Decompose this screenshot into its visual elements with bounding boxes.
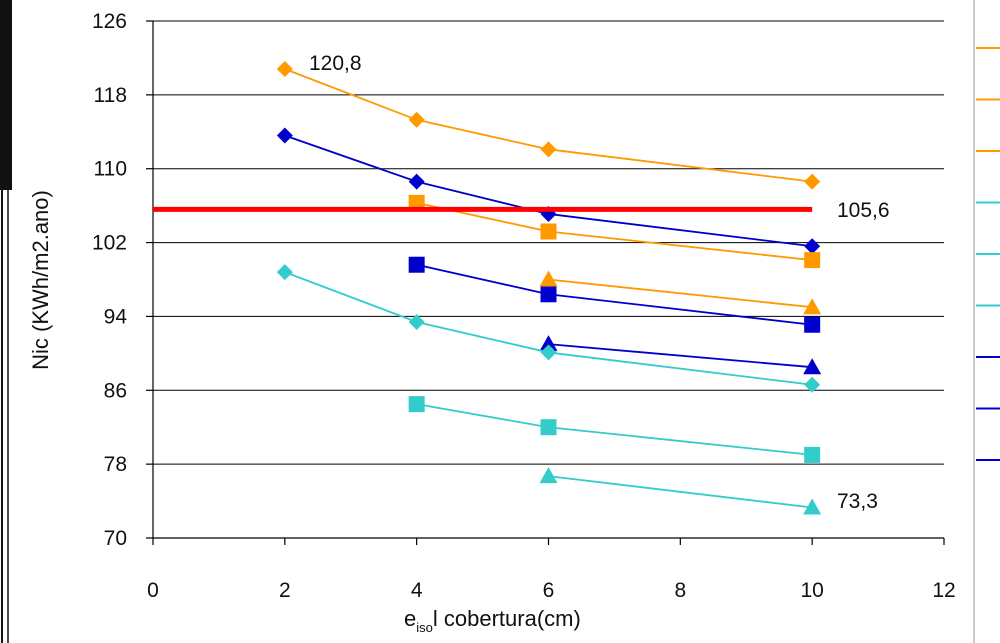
series-4-line [548,278,813,309]
x-tick-label: 4 [411,579,423,602]
series-6-point [276,264,293,281]
series-3-line [416,263,813,326]
series-0-point [804,173,821,190]
series-2-point [540,223,557,240]
gridlines [153,20,944,465]
annotation-105-6: 105,6 [837,199,890,222]
y-tick-label: 118 [94,84,127,107]
series-3-point [540,286,557,303]
series-6-point [408,313,425,330]
x-axis-label-subscript: iso [416,620,433,635]
x-axis-label-rest: l cobertura(cm) [433,606,581,631]
series-6-point [804,376,821,393]
series-0-point [408,111,425,128]
x-tick-label: 6 [543,579,555,602]
y-tick-label: 110 [94,158,127,181]
series-4-point [539,270,558,287]
series-4-point [803,298,822,315]
legend-stub [976,47,1000,461]
series-6-point [540,344,557,361]
series-7-point [540,419,557,436]
x-axis-label: eisol cobertura(cm) [404,606,581,635]
series-2-point [804,252,821,269]
series-5-point [539,335,558,352]
series-5-line [548,343,813,369]
y-axis-label: Nic (KWh/m2.ano) [28,190,53,370]
series-1-line [284,134,813,248]
series-6-line [284,271,813,386]
series-3-point [804,316,821,333]
y-tick-label: 126 [92,10,127,33]
x-tick-label: 0 [147,579,159,602]
series-1-point [408,173,425,190]
series-8-line [548,475,813,509]
series-0-point [540,141,557,158]
annotation-73-3: 73,3 [837,490,878,513]
series-1-point [276,127,293,144]
y-tick-label: 70 [104,527,127,550]
series-7-point [804,446,821,463]
series-7-point [408,396,425,413]
x-tick-label: 10 [800,579,823,602]
series-0-line [284,68,813,183]
x-ticks: 0 2 4 6 8 10 12 [147,538,956,602]
series-5-point [803,358,822,375]
series-0-point [276,61,293,78]
series-1-point [804,238,821,255]
left-edge-dark-strip [0,0,12,190]
y-tick-label: 94 [104,305,128,328]
series-7-line [416,403,813,456]
y-tick-label: 86 [104,379,127,402]
x-tick-label: 8 [674,579,686,602]
y-tick-label: 102 [92,232,127,255]
x-axis-label-main: e [404,606,416,631]
x-tick-label: 2 [279,579,291,602]
series-8-point [803,498,822,515]
series-8-point [539,467,558,484]
y-ticks: 70 78 86 94 102 110 118 126 [92,10,153,550]
series-3-point [408,256,425,273]
annotation-120-8: 120,8 [309,52,362,75]
y-tick-label: 78 [104,453,127,476]
series-layer [276,61,822,515]
x-tick-label: 12 [932,579,955,602]
